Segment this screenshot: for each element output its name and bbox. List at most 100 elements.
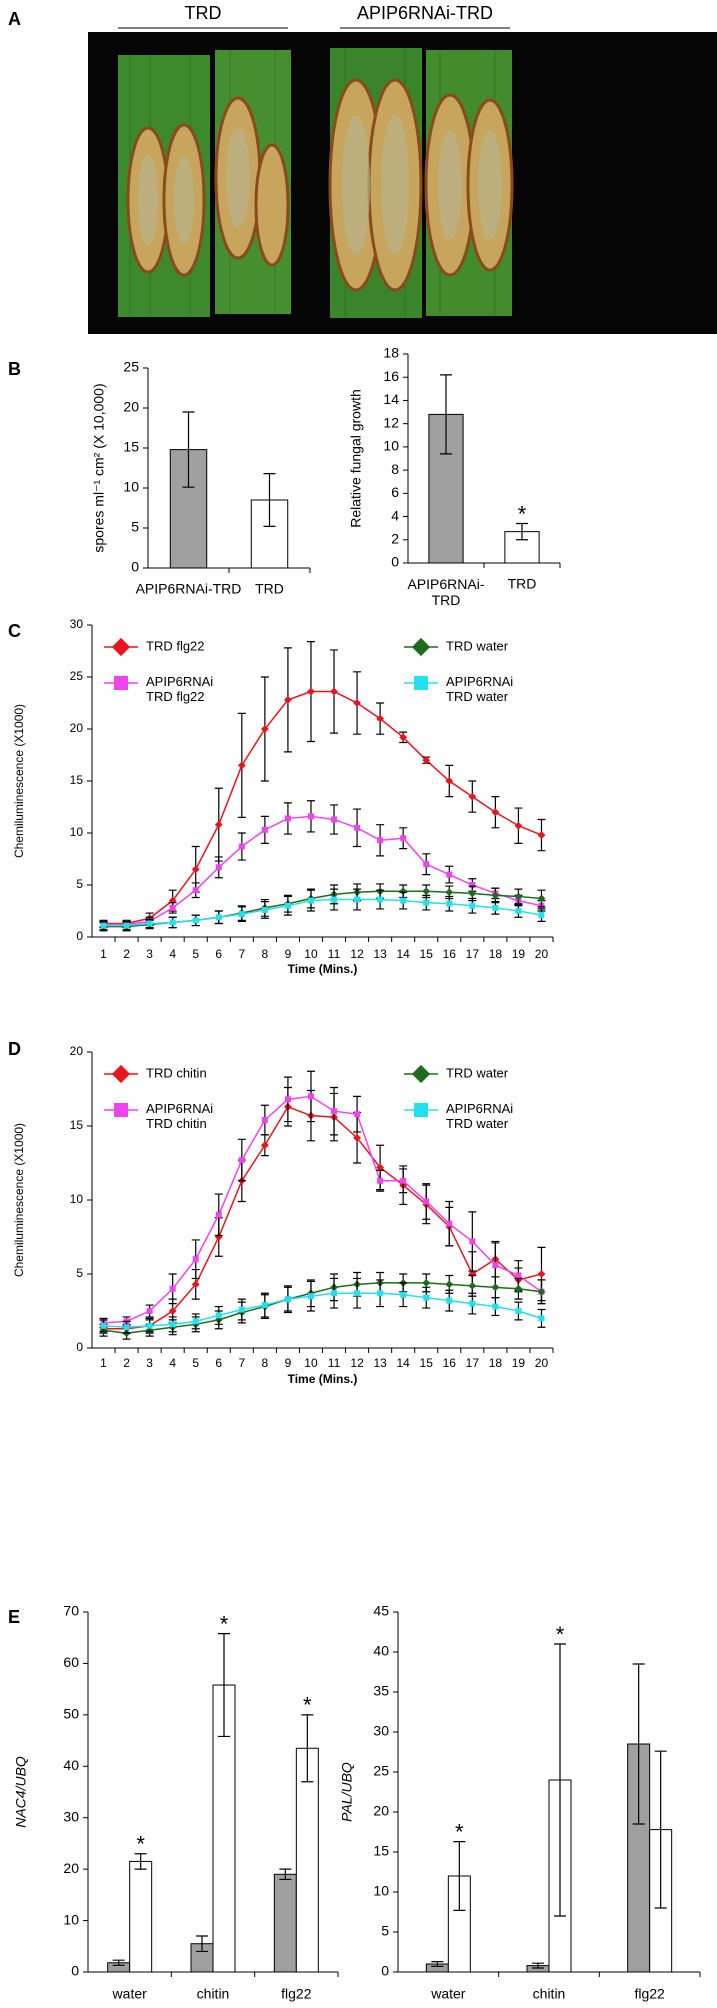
- x-tick-label: chitin: [533, 1986, 566, 2002]
- x-tick-label: TRD: [255, 581, 284, 597]
- point: [215, 1312, 222, 1319]
- point: [331, 1108, 338, 1115]
- point: [261, 826, 268, 833]
- significance-label: *: [556, 1622, 565, 1647]
- y-axis-label: spores ml⁻¹ cm² (X 10,000): [91, 383, 107, 552]
- legend-marker: [114, 1103, 128, 1117]
- y-tick-label: 0: [76, 929, 83, 943]
- point: [515, 1272, 522, 1279]
- x-tick-label: 17: [466, 947, 480, 961]
- point: [284, 815, 291, 822]
- x-tick-label: 12: [350, 947, 364, 961]
- x-tick-label: 15: [420, 947, 434, 961]
- legend-marker: [411, 1064, 431, 1084]
- point: [307, 1093, 314, 1100]
- point: [422, 887, 431, 896]
- x-tick-label: 19: [512, 1356, 526, 1370]
- y-tick-label: 18: [383, 345, 399, 361]
- point: [422, 756, 431, 765]
- point: [446, 900, 453, 907]
- error-bar: [554, 1643, 566, 1917]
- point: [284, 695, 292, 704]
- series-line: [103, 1292, 542, 1329]
- point: [422, 1278, 431, 1287]
- point: [468, 889, 477, 898]
- legend-label: TRD water: [446, 1065, 509, 1080]
- y-tick-label: 2: [391, 530, 399, 546]
- point: [238, 1306, 245, 1313]
- point: [100, 1322, 107, 1329]
- y-axis-label: NAC4/UBQ: [13, 1756, 29, 1828]
- point: [146, 1322, 153, 1329]
- legend-marker: [111, 1064, 131, 1084]
- y-tick-label: 12: [383, 414, 399, 430]
- legend-label: APIP6RNAi TRD chitin: [146, 1101, 213, 1131]
- point: [331, 816, 338, 823]
- point: [330, 687, 338, 696]
- y-tick-label: 15: [373, 1843, 389, 1859]
- legend-label: TRD water: [446, 638, 509, 653]
- x-tick-label: 10: [304, 1356, 318, 1370]
- error-bar: [301, 1714, 314, 1783]
- x-tick-label: 8: [262, 1356, 269, 1370]
- bar: [129, 1860, 153, 1973]
- point: [446, 1297, 453, 1304]
- error-bar: [112, 1959, 125, 1966]
- error-bar: [134, 1853, 147, 1870]
- series-line: [103, 690, 542, 925]
- x-tick-label: 3: [146, 1356, 153, 1370]
- point: [238, 1157, 245, 1164]
- point: [238, 843, 245, 850]
- legend-marker: [414, 1103, 428, 1117]
- y-tick-label: 40: [373, 1643, 389, 1659]
- point: [446, 871, 453, 878]
- panel-label: D: [8, 1039, 21, 1059]
- error-bar: [431, 1961, 444, 1967]
- point: [100, 922, 107, 929]
- legend-label: APIP6RNAi TRD flg22: [146, 674, 213, 704]
- x-tick-label: 2: [123, 1356, 130, 1370]
- point: [400, 835, 407, 842]
- legend-label: APIP6RNAi TRD water: [446, 1101, 513, 1131]
- y-tick-label: 25: [70, 669, 84, 683]
- x-tick-label: 9: [285, 947, 292, 961]
- point: [238, 911, 245, 918]
- y-tick-label: 0: [131, 559, 139, 575]
- y-tick-label: 70: [63, 1603, 79, 1619]
- x-tick-label: 18: [489, 1356, 503, 1370]
- point: [191, 1280, 200, 1289]
- point: [146, 1308, 153, 1314]
- point: [192, 1318, 199, 1325]
- point: [492, 904, 499, 911]
- point: [192, 887, 199, 894]
- group-label: APIP6RNAi-TRD: [357, 3, 493, 23]
- point: [354, 896, 361, 903]
- error-bar: [182, 411, 195, 488]
- significance-label: *: [518, 501, 527, 526]
- y-tick-label: 15: [70, 773, 84, 787]
- y-tick-label: 30: [63, 1808, 79, 1824]
- y-tick-label: 4: [391, 507, 399, 523]
- x-tick-label: 1: [100, 1356, 107, 1370]
- y-tick-label: 35: [373, 1683, 389, 1699]
- point: [400, 897, 407, 904]
- x-tick-label: flg22: [634, 1986, 665, 2002]
- point: [423, 861, 430, 868]
- bar: [273, 1873, 297, 1973]
- panel-label: A: [8, 9, 21, 29]
- point: [537, 1270, 546, 1278]
- y-tick-label: 25: [373, 1763, 389, 1779]
- y-tick-label: 20: [373, 1803, 389, 1819]
- point: [284, 1096, 291, 1103]
- point: [192, 917, 199, 924]
- point: [354, 1111, 361, 1118]
- point: [169, 919, 176, 926]
- x-tick-label: 15: [420, 1356, 434, 1370]
- point: [353, 1133, 361, 1142]
- point: [468, 1281, 477, 1290]
- error-bar: [453, 1841, 466, 1911]
- point: [399, 887, 408, 896]
- point: [445, 1280, 454, 1289]
- error-bar: [654, 1750, 667, 1909]
- panel-label: C: [8, 621, 21, 641]
